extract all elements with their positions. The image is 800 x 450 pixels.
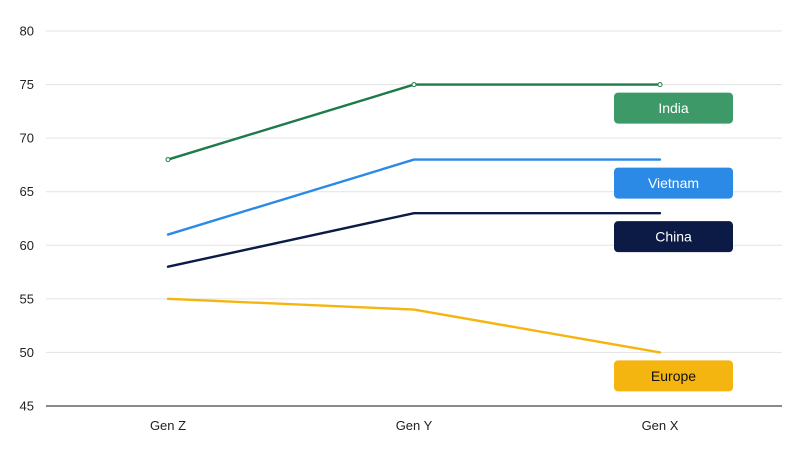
y-tick-label: 60 [20, 238, 34, 253]
series-line-europe [166, 297, 662, 354]
series-label-text: India [658, 100, 689, 116]
y-tick-label: 80 [20, 24, 34, 39]
x-tick-label: Gen X [642, 418, 679, 433]
series-label-box [614, 92, 733, 124]
x-tick-label: Gen Y [396, 418, 433, 433]
series-line-china [166, 211, 662, 268]
axes: 45 50 55 60 65 70 75 80 Gen Z Gen Y Gen X [20, 24, 782, 433]
data-point-india [657, 82, 663, 88]
series-label-text: Vietnam [648, 175, 699, 191]
y-tick-label: 65 [20, 184, 34, 199]
data-point-india [411, 82, 417, 88]
series-label-box [614, 167, 733, 199]
y-tick-label: 45 [20, 399, 34, 414]
series-label-text: China [655, 229, 692, 245]
series-label-vietnam: Vietnam [614, 167, 733, 199]
y-tick-label: 50 [20, 345, 34, 360]
data-point-india [165, 157, 171, 163]
series-lines [165, 82, 663, 354]
y-tick-label: 75 [20, 77, 34, 92]
series-label-china: China [614, 221, 733, 253]
series-labels: India Vietnam China Europe [614, 92, 733, 392]
series-label-europe: Europe [614, 360, 733, 392]
y-tick-label: 70 [20, 131, 34, 146]
x-tick-label: Gen Z [150, 418, 186, 433]
series-label-box [614, 360, 733, 392]
series-line-india [166, 83, 662, 161]
series-line-vietnam [166, 158, 662, 236]
y-tick-label: 55 [20, 291, 34, 306]
series-label-text: Europe [651, 368, 696, 384]
series-label-box [614, 221, 733, 253]
series-label-india: India [614, 92, 733, 124]
